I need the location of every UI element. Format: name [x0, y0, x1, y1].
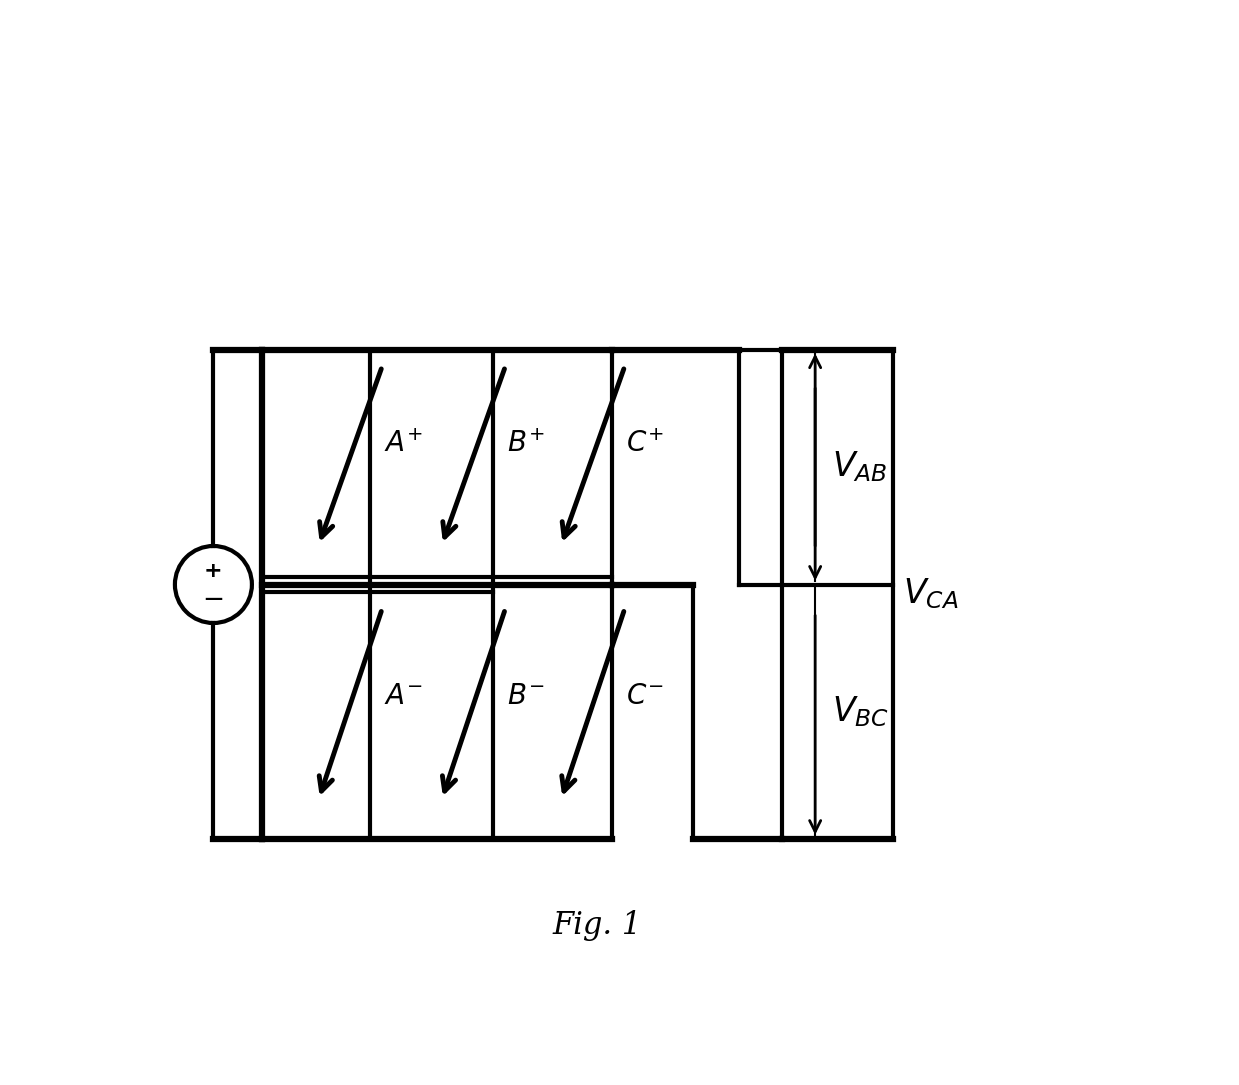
Text: $V_{CA}$: $V_{CA}$ — [902, 577, 958, 612]
Text: +: + — [204, 561, 223, 582]
Text: $V_{BC}$: $V_{BC}$ — [833, 694, 890, 729]
Text: Fig. 1: Fig. 1 — [553, 910, 642, 941]
Text: $A^{+}$: $A^{+}$ — [384, 430, 422, 458]
Text: $V_{AB}$: $V_{AB}$ — [833, 449, 887, 484]
Text: −: − — [202, 587, 224, 613]
Text: $A^{-}$: $A^{-}$ — [384, 682, 422, 710]
Text: $B^{-}$: $B^{-}$ — [507, 682, 544, 710]
Text: $B^{+}$: $B^{+}$ — [507, 430, 544, 458]
Text: $C^{-}$: $C^{-}$ — [626, 682, 664, 710]
Text: $C^{+}$: $C^{+}$ — [626, 430, 664, 458]
